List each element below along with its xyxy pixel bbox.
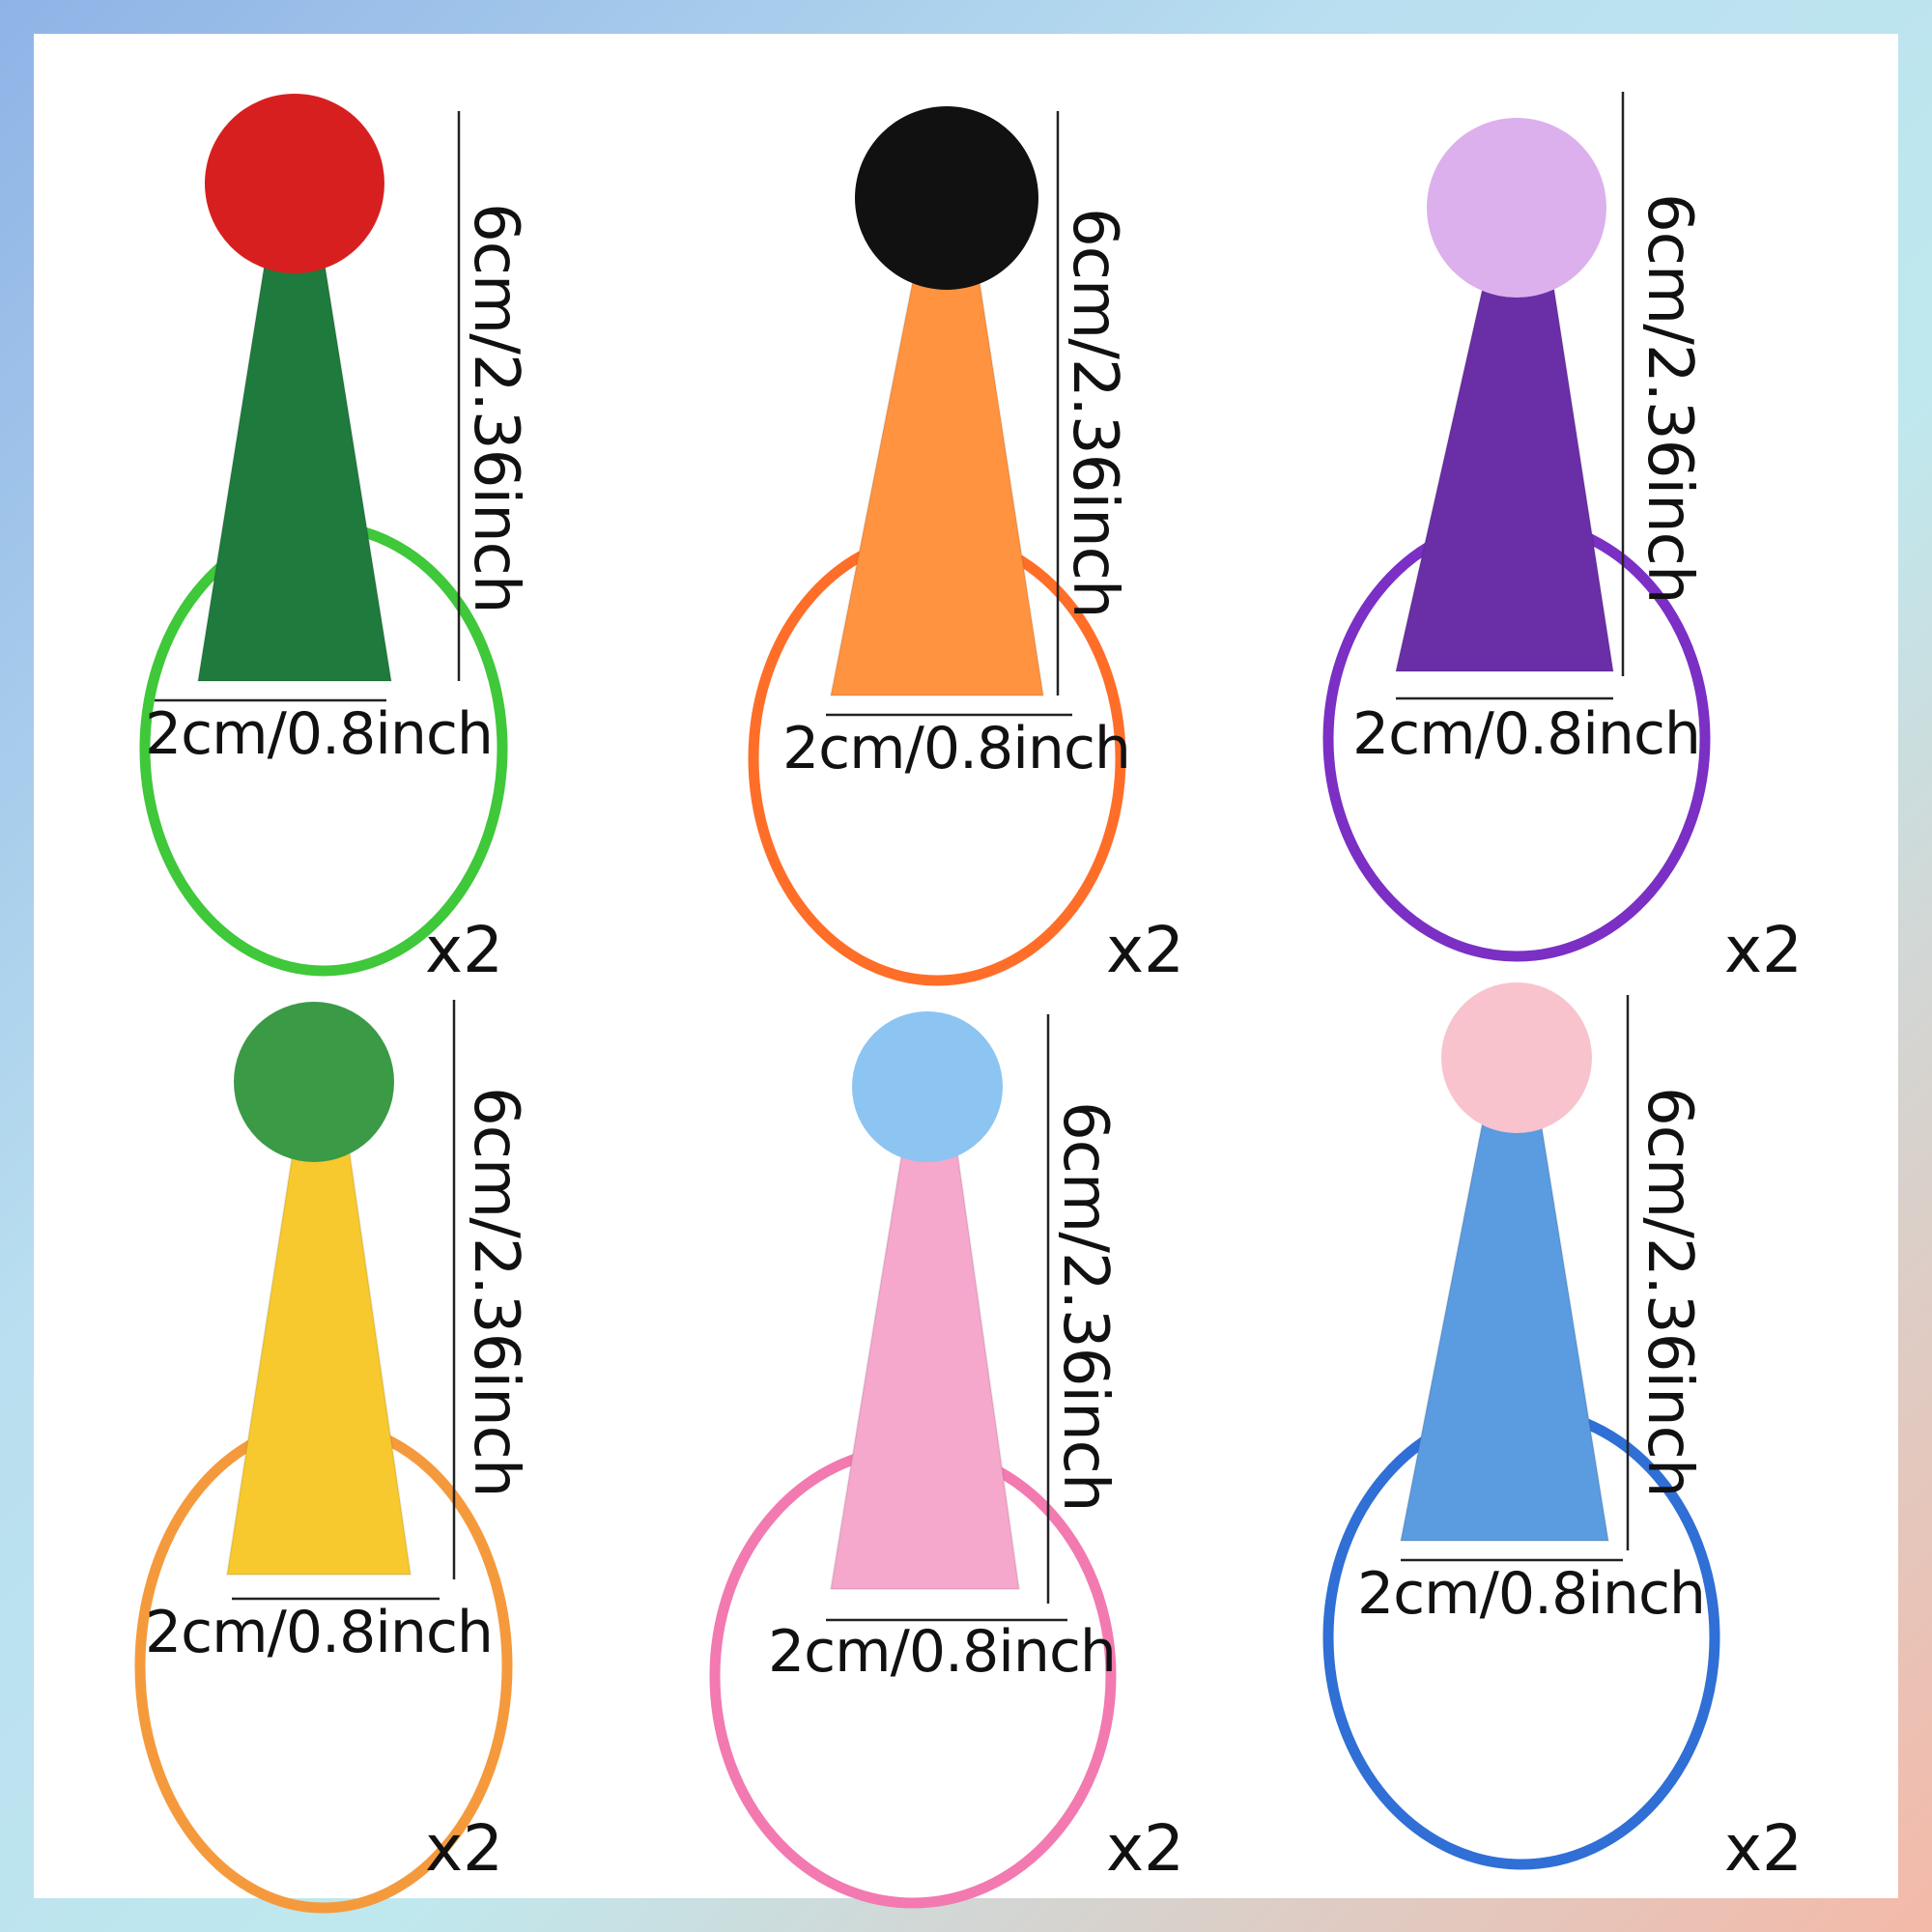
height-label: 6cm/2.36inch: [1049, 1101, 1121, 1512]
width-label: 2cm/0.8inch: [145, 1599, 494, 1666]
hat-cone: [196, 226, 393, 682]
height-label: 6cm/2.36inch: [460, 203, 531, 613]
quantity-label: x2: [1724, 1811, 1804, 1886]
height-label: 6cm/2.36inch: [1634, 193, 1705, 604]
party-hat-illustration: [1322, 92, 1711, 962]
height-label: 6cm/2.36inch: [460, 1087, 531, 1497]
party-hat-illustration: [1322, 982, 1720, 1870]
pompom: [855, 106, 1038, 290]
hat-item-5: 6cm/2.36inch 2cm/0.8inch x2: [676, 961, 1275, 1909]
quantity-label: x2: [1106, 913, 1185, 987]
hat-cone: [225, 1139, 412, 1576]
party-hat-illustration: [134, 1000, 513, 1914]
height-label: 6cm/2.36inch: [1059, 208, 1130, 618]
hat-cone: [829, 255, 1045, 696]
hat-item-4: 6cm/2.36inch 2cm/0.8inch x2: [101, 961, 700, 1914]
hat-cone: [829, 1144, 1021, 1590]
quantity-label: x2: [1106, 1811, 1185, 1886]
quantity-label: x2: [425, 1811, 504, 1886]
hat-item-3: 6cm/2.36inch 2cm/0.8inch x2: [1265, 63, 1864, 987]
quantity-label: x2: [1724, 913, 1804, 987]
pompom: [1441, 982, 1592, 1133]
party-hat-illustration: [139, 94, 508, 977]
quantity-label: x2: [425, 913, 504, 987]
width-label: 2cm/0.8inch: [1352, 700, 1701, 768]
width-label: 2cm/0.8inch: [1357, 1560, 1706, 1628]
hat-cone: [1399, 1120, 1610, 1542]
height-label: 6cm/2.36inch: [1634, 1087, 1705, 1497]
pompom: [1427, 118, 1606, 298]
product-image-frame: 6cm/2.36inch 2cm/0.8inch x2 6cm/2.36inch…: [34, 34, 1898, 1914]
width-label: 2cm/0.8inch: [145, 700, 494, 768]
width-label: 2cm/0.8inch: [768, 1618, 1117, 1686]
pompom: [234, 1002, 394, 1162]
party-hat-illustration: [748, 106, 1126, 986]
pompom: [205, 94, 384, 273]
party-hat-illustration: [709, 1011, 1117, 1909]
hat-item-1: 6cm/2.36inch 2cm/0.8inch x2: [101, 63, 700, 987]
width-label: 2cm/0.8inch: [782, 715, 1131, 782]
hat-item-6: 6cm/2.36inch 2cm/0.8inch x2: [1265, 961, 1864, 1886]
hat-cone: [1394, 265, 1615, 672]
hat-item-2: 6cm/2.36inch 2cm/0.8inch x2: [676, 63, 1275, 987]
pompom: [852, 1011, 1003, 1162]
